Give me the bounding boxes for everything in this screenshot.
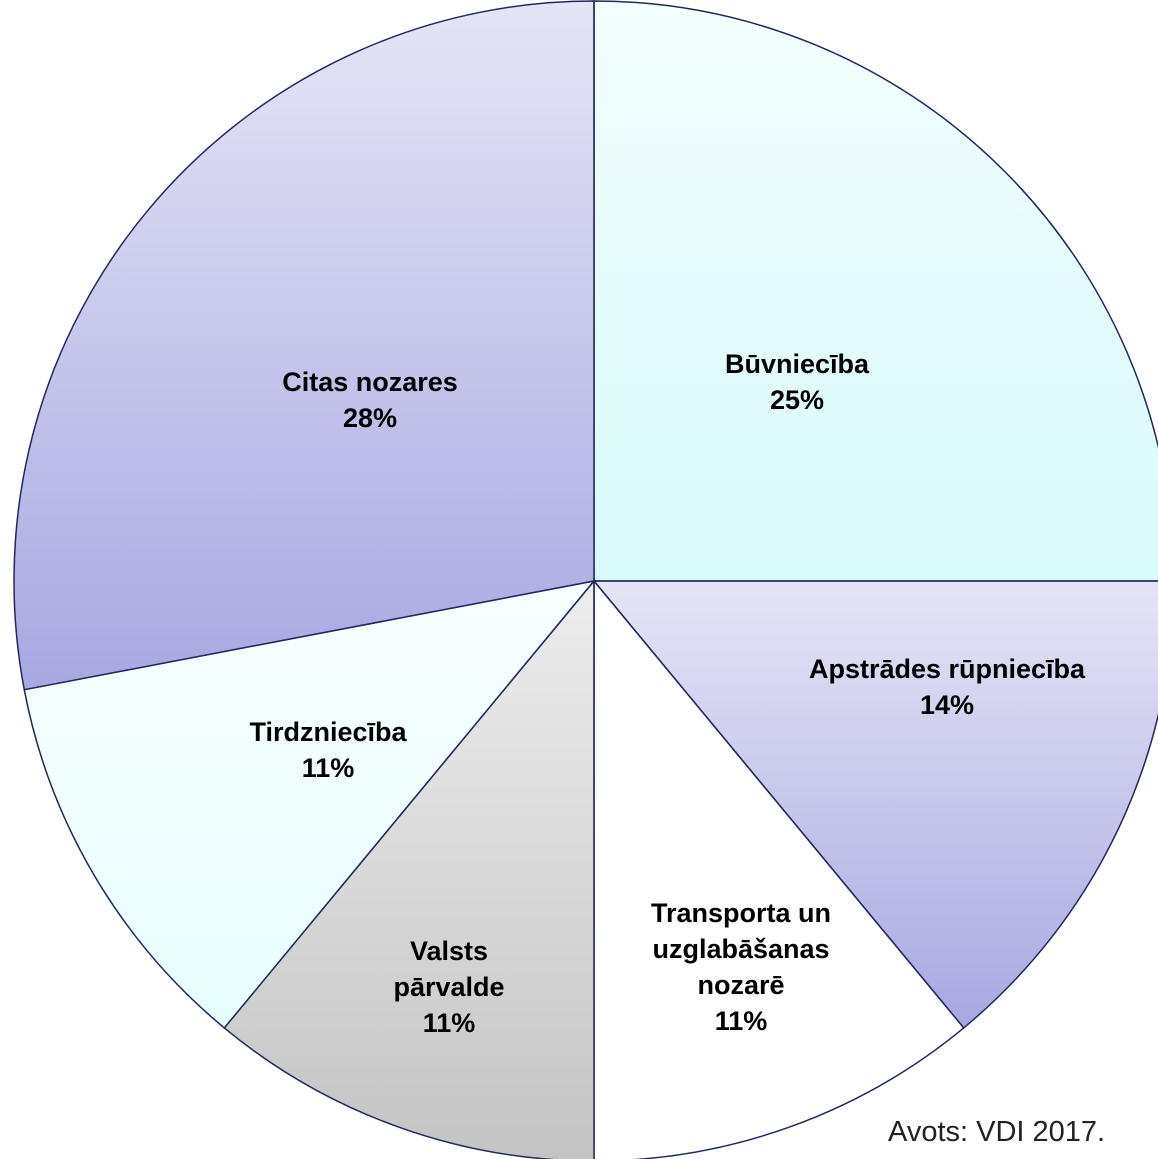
category-label: Valsts pārvalde bbox=[393, 936, 505, 1002]
category-label: Būvniecība bbox=[724, 349, 870, 379]
category-label: Transporta un uzglabāšanas nozarē bbox=[650, 898, 832, 1000]
category-label: Apstrādes rūpniecība bbox=[808, 654, 1086, 684]
pie-slice bbox=[223, 578, 595, 1159]
value-label: 11% bbox=[301, 753, 355, 783]
value-label: 25% bbox=[769, 385, 825, 415]
source-note: Avots: VDI 2017. bbox=[862, 1106, 1158, 1159]
value-label: 28% bbox=[342, 403, 398, 433]
category-label: Tirdzniecība bbox=[249, 717, 407, 747]
value-label: 11% bbox=[422, 1008, 476, 1038]
slice-label: Citas nozares 28% bbox=[220, 364, 520, 436]
value-label: 14% bbox=[919, 690, 975, 720]
pie-slice bbox=[593, 578, 965, 1159]
slice-label: Būvniecība 25% bbox=[647, 346, 947, 418]
pie-slice bbox=[23, 579, 596, 1029]
slice-label: Transporta un uzglabāšanas nozarē 11% bbox=[626, 895, 856, 1039]
pie-slice bbox=[593, 0, 1158, 582]
slice-label: Valsts pārvalde 11% bbox=[369, 933, 529, 1041]
category-label: Citas nozares bbox=[282, 367, 458, 397]
slice-label: Apstrādes rūpniecība 14% bbox=[767, 651, 1127, 723]
pie-slice bbox=[13, 0, 595, 691]
value-label: 11% bbox=[714, 1006, 768, 1036]
slice-label: Tirdzniecība 11% bbox=[198, 714, 458, 786]
pie-slice bbox=[592, 580, 1158, 1029]
